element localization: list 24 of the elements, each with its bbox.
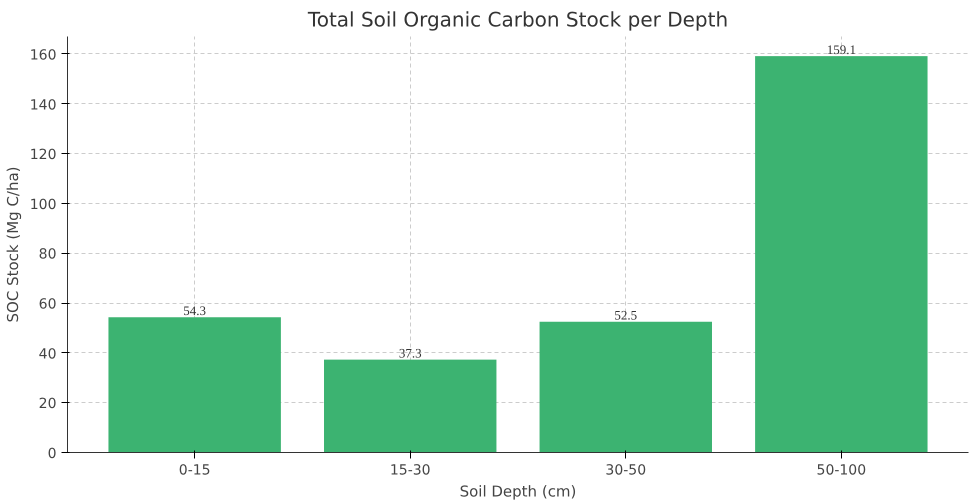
y-tick-label: 20	[38, 396, 57, 412]
data-label: 54.3	[183, 303, 206, 318]
y-axis-title: SOC Stock (Mg C/ha)	[4, 166, 22, 323]
y-tick-label: 120	[30, 147, 57, 164]
data-label: 37.3	[398, 346, 422, 361]
y-tick-label: 0	[48, 446, 57, 462]
y-tick-label: 160	[30, 47, 57, 64]
bar	[755, 56, 928, 452]
data-label: 159.1	[826, 42, 856, 58]
x-tick-label: 0-15	[178, 462, 211, 478]
x-axis-title: Soil Depth (cm)	[460, 482, 576, 500]
bar	[540, 322, 712, 452]
x-tick-label: 15-30	[390, 462, 431, 478]
data-label: 52.5	[614, 308, 638, 323]
bar	[324, 360, 496, 452]
x-tick-label: 50-100	[816, 462, 866, 478]
x-tick-label: 30-50	[605, 462, 646, 478]
y-tick-label: 80	[38, 246, 57, 263]
y-tick-label: 140	[30, 97, 57, 114]
chart-title: Total Soil Organic Carbon Stock per Depth	[306, 8, 728, 32]
y-tick-label: 100	[30, 196, 57, 213]
bar	[108, 317, 281, 452]
y-tick-label: 40	[38, 346, 57, 362]
y-tick-label: 60	[38, 296, 57, 313]
